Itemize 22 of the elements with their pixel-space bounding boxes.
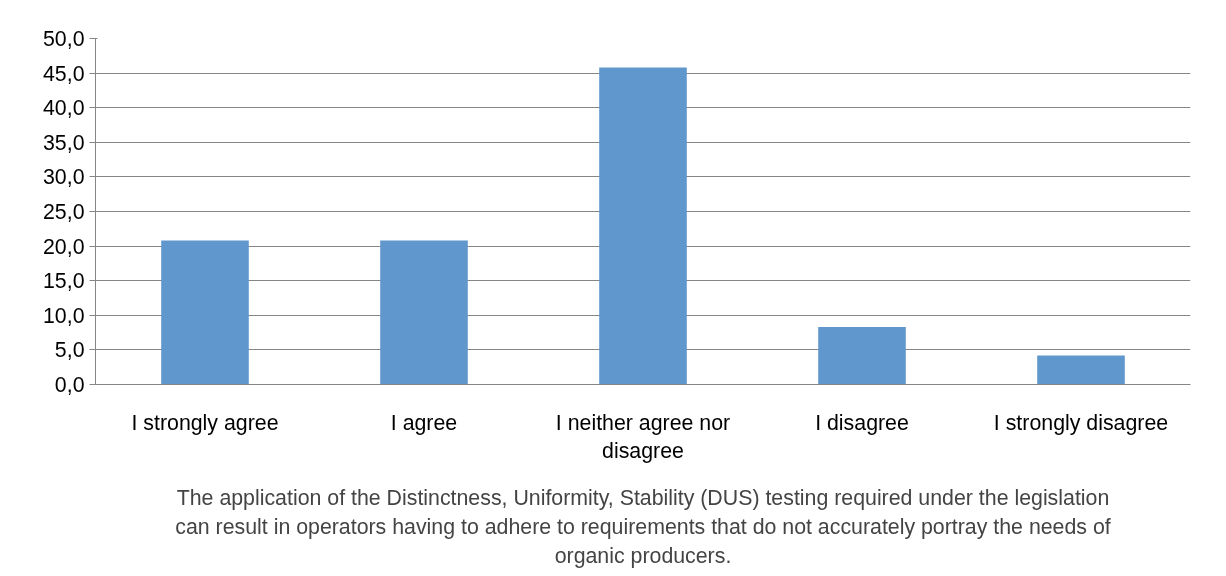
y-tick-label: 10,0 [42,303,85,328]
y-tick-label: 5,0 [54,338,85,363]
y-tick-label: 45,0 [42,61,85,86]
y-tick-label: 30,0 [42,165,85,190]
bar [818,327,906,385]
bar [599,67,687,385]
y-tick-label: 0,0 [54,373,85,397]
x-tick-label: I agree [390,410,458,435]
bar [161,240,249,385]
x-axis-title: The application of the Distinctness, Uniformity, Stability (DUS) testing required under the legislation can result in operators having to adhere to requirements that do not accurately portray the needs of organic producers. [175,486,1111,568]
x-tick-label: I neither agree nor disagree [555,410,731,464]
x-tick-label: I strongly disagree [993,410,1169,435]
y-tick-label: 40,0 [42,96,85,121]
bar [380,240,468,385]
bar [1037,355,1125,385]
y-tick-label: 35,0 [42,130,85,155]
y-tick-label: 15,0 [42,269,85,294]
y-tick-label: 50,0 [42,27,85,51]
y-tick-label: 20,0 [42,234,85,259]
x-tick-label: I disagree [815,410,909,435]
y-tick-label: 25,0 [42,200,85,224]
x-tick-label: I strongly agree [131,410,279,435]
